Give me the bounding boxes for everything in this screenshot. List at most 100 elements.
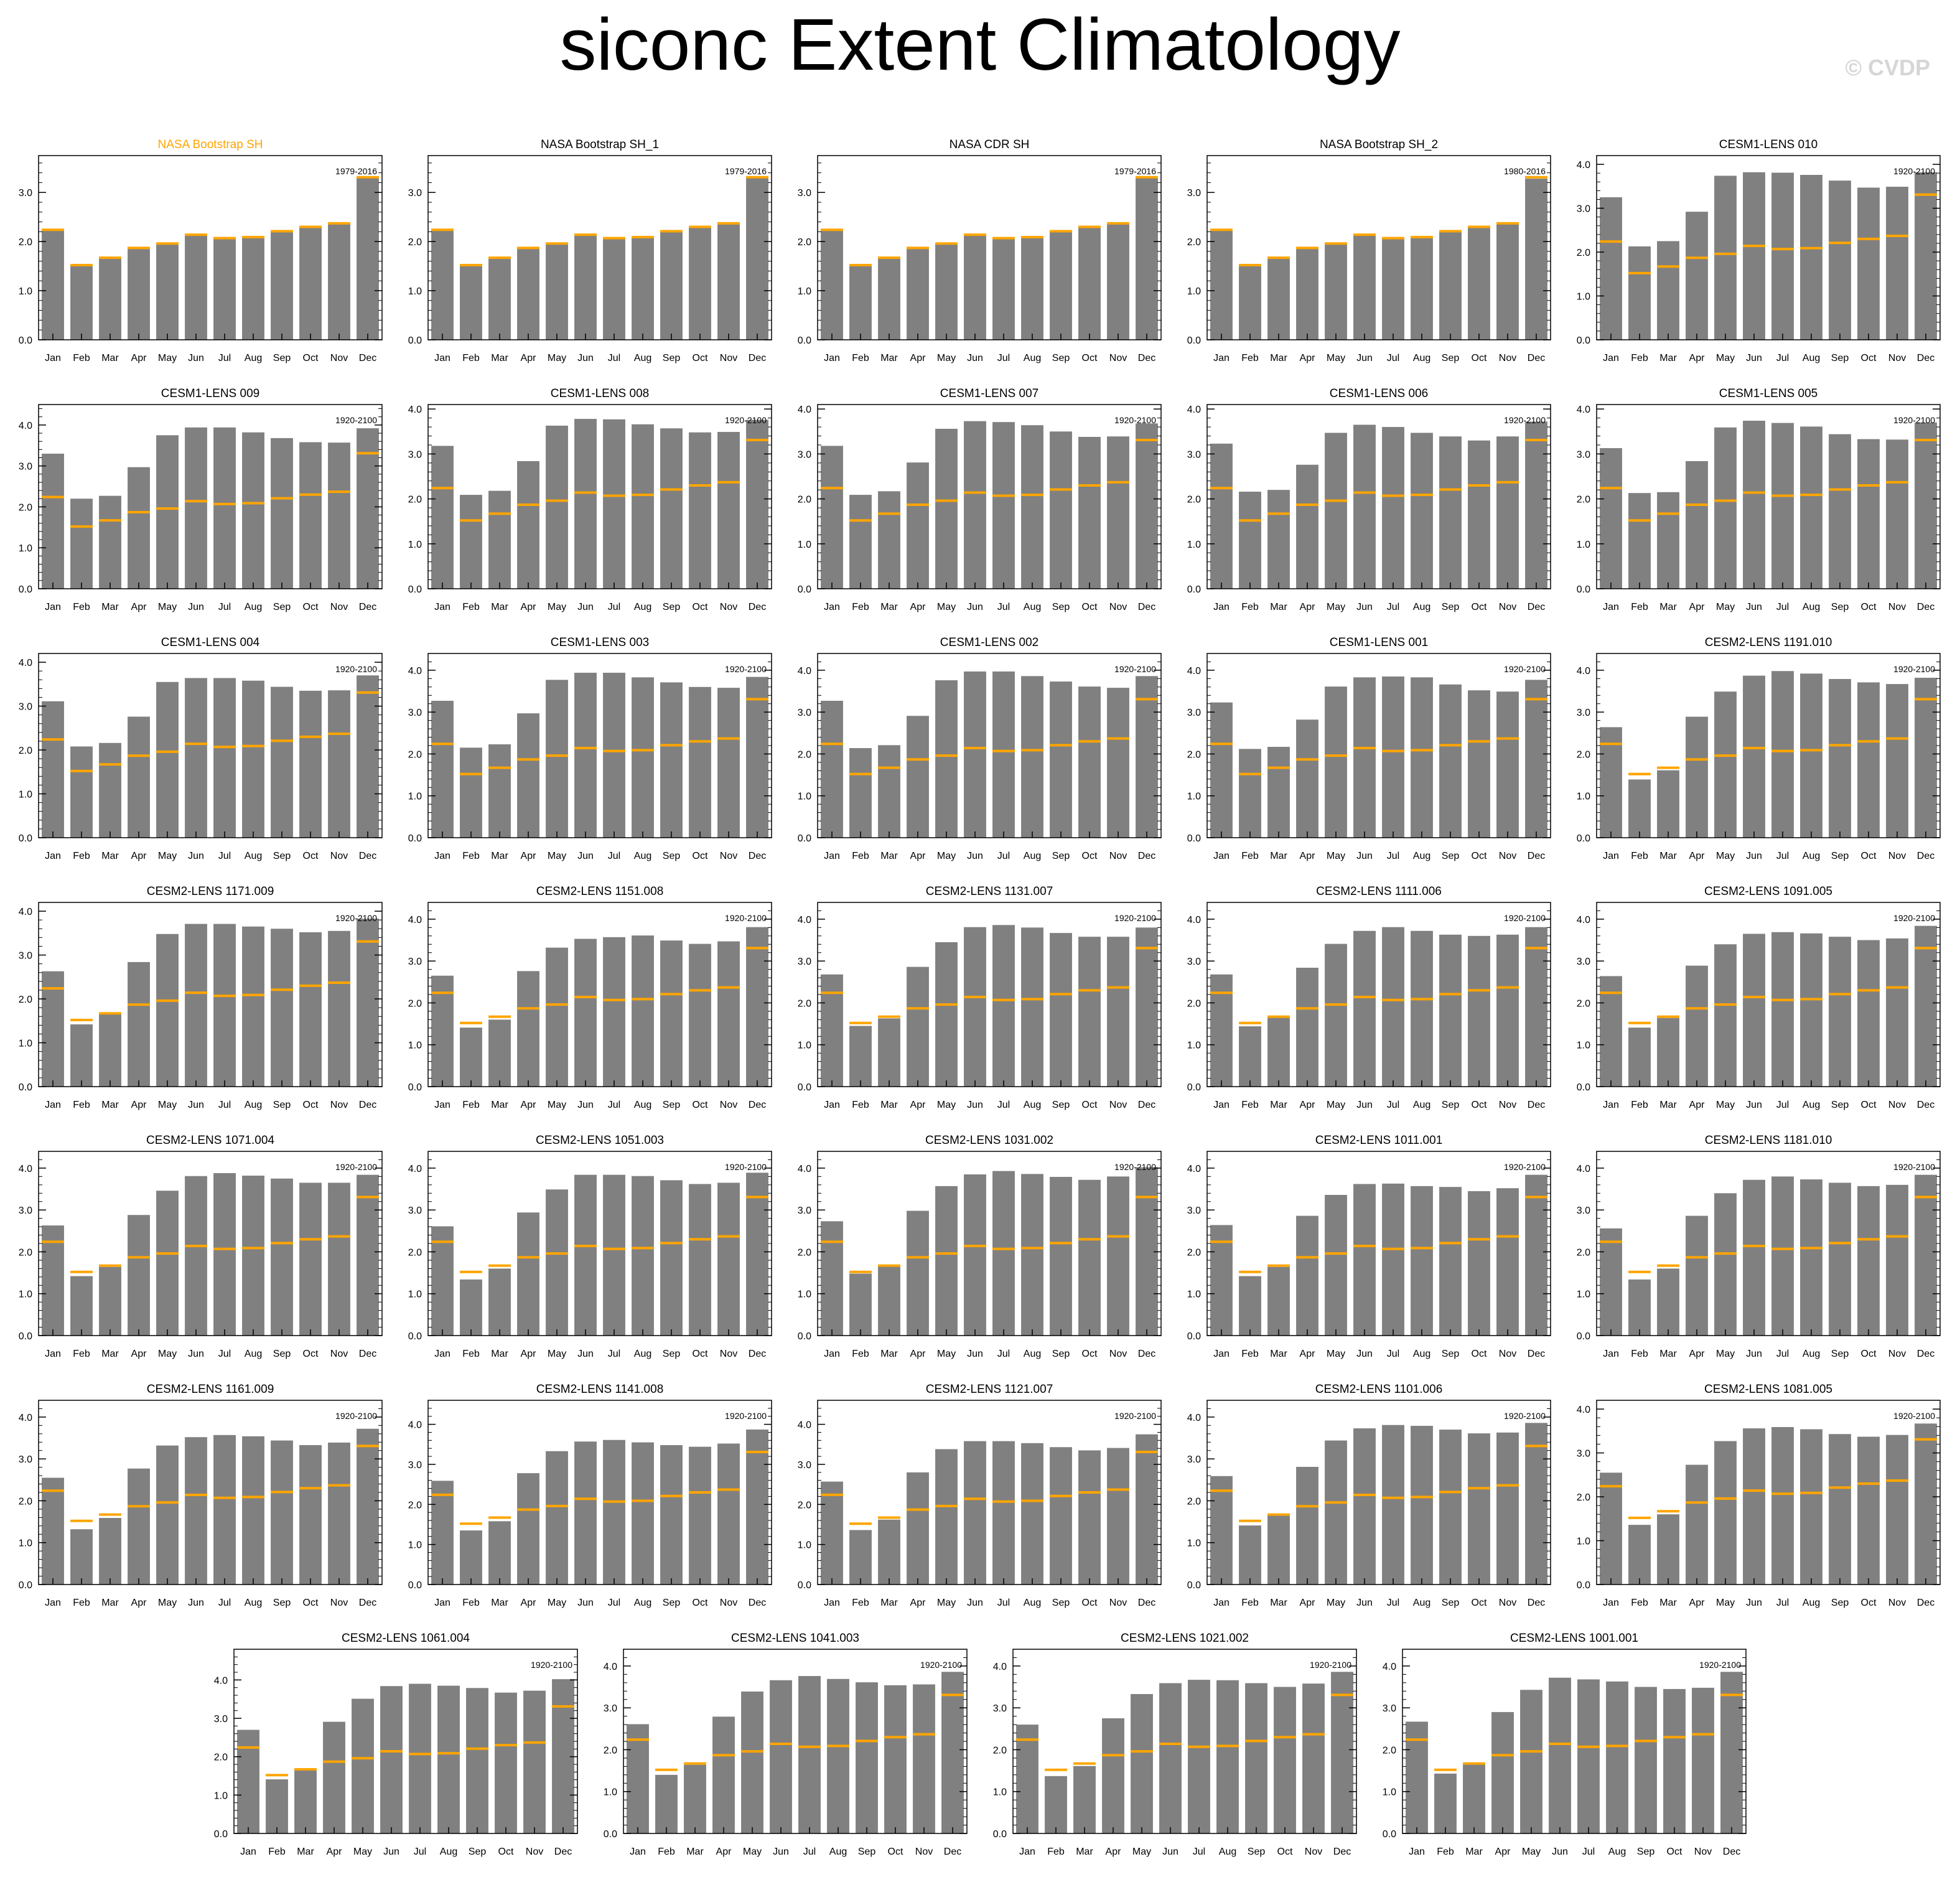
x-tick-label: Mar: [880, 602, 898, 612]
x-tick-label: Mar: [1659, 353, 1677, 363]
x-tick-label: Sep: [1831, 602, 1849, 612]
y-tick-label: 0.0: [1187, 1580, 1201, 1591]
bar: [1800, 175, 1822, 340]
x-tick-label: Mar: [101, 851, 119, 861]
x-tick-label: Aug: [1803, 1598, 1820, 1608]
bar: [466, 1688, 488, 1833]
bar: [1353, 930, 1376, 1087]
x-tick-label: May: [937, 851, 956, 861]
period-label: 1920-2100: [920, 1660, 962, 1670]
x-tick-label: Jul: [1387, 1100, 1399, 1110]
x-tick-label: Mar: [491, 1598, 508, 1608]
bar: [632, 1176, 654, 1336]
panel: CESM2-LENS 1021.002 0.0 1.0 2.0 3.0 4.0 Jan Feb…: [993, 1632, 1357, 1857]
bar: [574, 235, 597, 340]
y-tick-label: 2.0: [408, 998, 422, 1009]
x-tick-label: Jun: [773, 1847, 789, 1857]
x-tick-label: Feb: [268, 1847, 286, 1857]
y-tick-label: 3.0: [19, 702, 32, 713]
x-tick-label: May: [937, 602, 956, 612]
panel: CESM2-LENS 1061.004 0.0 1.0 2.0 3.0 4.0 Jan Feb…: [214, 1632, 578, 1857]
bar: [1325, 1194, 1347, 1336]
y-tick-label: 0.0: [604, 1829, 617, 1840]
y-tick-label: 4.0: [1577, 1405, 1590, 1415]
x-tick-label: Feb: [73, 1598, 90, 1608]
bar: [878, 1018, 900, 1087]
bar: [1078, 227, 1101, 340]
plot-frame: [38, 902, 383, 1087]
x-tick-label: Nov: [915, 1847, 933, 1857]
bar: [1800, 1429, 1822, 1585]
bar: [798, 1676, 821, 1833]
bar: [1021, 676, 1043, 838]
x-tick-label: May: [158, 851, 177, 861]
bar: [574, 939, 597, 1087]
bar: [935, 243, 958, 340]
x-tick-label: Dec: [1138, 851, 1155, 861]
bar: [689, 1184, 711, 1336]
y-tick-label: 4.0: [1187, 666, 1201, 676]
x-tick-label: Jan: [45, 1598, 61, 1608]
x-tick-label: Dec: [1917, 1349, 1934, 1359]
x-tick-label: Dec: [1138, 353, 1155, 363]
y-tick-label: 4.0: [19, 421, 32, 431]
x-tick-label: May: [1327, 602, 1345, 612]
y-tick-label: 4.0: [19, 907, 32, 917]
y-tick-label: 3.0: [1577, 204, 1590, 215]
bar: [717, 1182, 740, 1336]
x-tick-label: Nov: [1499, 1100, 1516, 1110]
y-tick-label: 4.0: [214, 1675, 228, 1686]
bar: [1239, 1276, 1261, 1336]
x-tick-label: Sep: [1442, 353, 1460, 363]
bar: [1915, 172, 1937, 340]
x-tick-label: Jan: [1213, 602, 1230, 612]
period-label: 1920-2100: [725, 913, 767, 923]
x-tick-label: Feb: [73, 1349, 90, 1359]
x-tick-label: Feb: [462, 353, 480, 363]
bar: [1267, 258, 1290, 340]
bar: [907, 462, 929, 589]
bar: [99, 258, 121, 340]
x-tick-label: Jul: [1776, 1100, 1789, 1110]
x-tick-label: May: [1716, 602, 1735, 612]
period-label: 1920-2100: [335, 664, 377, 674]
panel-title: CESM2-LENS 1041.003: [731, 1632, 859, 1645]
bar: [1714, 944, 1737, 1087]
x-tick-label: Jul: [1776, 1598, 1789, 1608]
x-tick-label: Oct: [693, 1100, 708, 1110]
x-tick-label: Nov: [720, 1100, 737, 1110]
bar: [878, 258, 900, 340]
x-tick-label: Aug: [1803, 851, 1820, 861]
y-tick-label: 2.0: [1577, 749, 1590, 760]
x-tick-label: Mar: [1659, 1598, 1677, 1608]
bar: [1021, 1174, 1043, 1336]
x-tick-label: May: [158, 353, 177, 363]
bar: [185, 235, 207, 340]
x-tick-label: Dec: [749, 851, 766, 861]
panel: NASA Bootstrap SH_2 0.0 1.0 2.0 3.0 Jan Feb Mar…: [1187, 138, 1551, 363]
panel-title: CESM2-LENS 1071.004: [146, 1134, 274, 1147]
bar: [1496, 934, 1519, 1087]
x-tick-label: Nov: [1109, 1598, 1127, 1608]
bar: [1274, 1687, 1296, 1833]
bar: [546, 1189, 568, 1336]
bar: [546, 680, 568, 838]
x-tick-label: Jul: [218, 602, 231, 612]
bar: [1496, 436, 1519, 589]
x-tick-label: Feb: [73, 353, 90, 363]
bar: [1107, 937, 1129, 1087]
y-tick-label: 3.0: [1577, 1449, 1590, 1459]
x-tick-label: May: [937, 353, 956, 363]
bar: [992, 671, 1015, 838]
y-tick-label: 0.0: [798, 833, 811, 844]
x-tick-label: May: [1716, 1598, 1735, 1608]
bar: [70, 265, 93, 340]
bar: [603, 1440, 625, 1585]
x-tick-label: Feb: [462, 851, 480, 861]
bar: [770, 1680, 792, 1833]
x-tick-label: Apr: [1495, 1847, 1511, 1857]
x-tick-label: Jan: [824, 1349, 840, 1359]
y-tick-label: 0.0: [408, 335, 422, 346]
y-tick-label: 2.0: [1577, 1492, 1590, 1503]
bar: [1468, 690, 1490, 838]
